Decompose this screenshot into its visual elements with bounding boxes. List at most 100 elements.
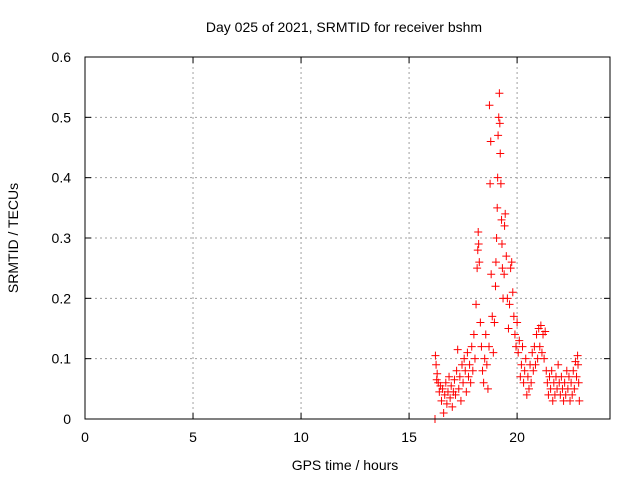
data-point <box>445 372 454 381</box>
data-point <box>495 89 504 98</box>
data-point <box>447 381 456 390</box>
data-point <box>567 378 576 387</box>
y-tick-label: 0.6 <box>52 49 72 65</box>
data-point <box>431 351 440 360</box>
data-point <box>572 372 581 381</box>
data-point <box>437 396 446 405</box>
data-point <box>441 378 450 387</box>
data-point <box>547 366 556 375</box>
data-point <box>462 387 471 396</box>
data-point <box>522 390 531 399</box>
data-point <box>569 366 578 375</box>
data-point <box>464 372 473 381</box>
data-point <box>509 312 518 321</box>
x-tick-label: 20 <box>509 429 525 445</box>
data-point <box>574 378 583 387</box>
axis-ticks: 0 5 10 15 20 0 0.1 0.2 0.3 0.4 0.5 0.6 <box>52 49 610 445</box>
data-point <box>459 378 468 387</box>
data-point <box>518 342 527 351</box>
data-point <box>524 384 533 393</box>
data-point <box>535 342 544 351</box>
data-point <box>481 330 490 339</box>
y-tick-label: 0.1 <box>52 351 72 367</box>
data-point <box>548 396 557 405</box>
data-point <box>574 360 583 369</box>
data-point <box>472 300 481 309</box>
data-point <box>460 354 469 363</box>
data-point <box>494 131 503 140</box>
data-point <box>485 342 494 351</box>
x-axis-label: GPS time / hours <box>292 457 399 473</box>
data-point <box>469 330 478 339</box>
data-point <box>483 384 492 393</box>
plot-frame <box>84 56 611 420</box>
x-tick-label: 15 <box>401 429 417 445</box>
data-point <box>504 324 513 333</box>
data-point <box>531 360 540 369</box>
x-tick-label: 5 <box>189 429 197 445</box>
data-point <box>468 366 477 375</box>
data-point <box>541 327 550 336</box>
data-point <box>554 360 563 369</box>
data-point <box>501 209 510 218</box>
data-point <box>502 252 511 261</box>
data-point <box>503 294 512 303</box>
data-point <box>492 234 501 242</box>
data-point <box>491 282 500 291</box>
data-point <box>495 119 504 128</box>
data-point <box>486 137 495 146</box>
data-point <box>490 318 499 327</box>
data-point <box>482 360 491 369</box>
data-point <box>529 366 538 375</box>
data-point <box>454 384 463 393</box>
data-point <box>478 366 487 375</box>
data-point <box>438 384 447 393</box>
data-point <box>458 360 467 369</box>
data-point <box>451 390 460 399</box>
y-tick-label: 0.3 <box>52 230 72 246</box>
data-point <box>540 354 549 363</box>
data-point <box>489 348 498 357</box>
data-point <box>475 258 484 267</box>
data-point <box>573 351 582 360</box>
data-point <box>508 288 517 297</box>
data-point <box>463 348 472 357</box>
data-point <box>467 342 476 351</box>
data-point <box>523 372 532 381</box>
data-point <box>506 264 515 273</box>
data-point <box>450 375 459 384</box>
data-point <box>500 221 509 230</box>
data-point <box>527 378 536 387</box>
data-point <box>476 318 485 327</box>
y-axis-label: SRMTID / TECUs <box>5 183 21 293</box>
data-point <box>515 336 524 345</box>
data-point <box>520 366 529 375</box>
data-point <box>446 393 455 402</box>
data-point <box>455 372 464 381</box>
data-point <box>477 342 486 351</box>
y-tick-label: 0.2 <box>52 290 72 306</box>
data-point <box>575 396 584 405</box>
data-point <box>507 258 516 267</box>
data-point <box>497 215 506 224</box>
data-point <box>480 354 489 363</box>
y-tick-label: 0.5 <box>52 109 72 125</box>
data-point <box>470 354 479 363</box>
data-point <box>513 318 522 327</box>
data-point <box>566 396 575 405</box>
data-point <box>456 396 465 405</box>
data-point <box>465 360 474 369</box>
data-point <box>493 203 502 212</box>
data-point <box>432 360 441 369</box>
data-point <box>452 366 461 375</box>
data-point <box>516 372 525 381</box>
data-point <box>473 264 482 273</box>
data-point <box>473 246 482 255</box>
data-point <box>491 258 500 267</box>
data-point <box>519 378 528 387</box>
data-point <box>479 378 488 387</box>
data-point <box>510 330 519 339</box>
data-point <box>433 369 442 378</box>
data-point <box>498 264 507 273</box>
